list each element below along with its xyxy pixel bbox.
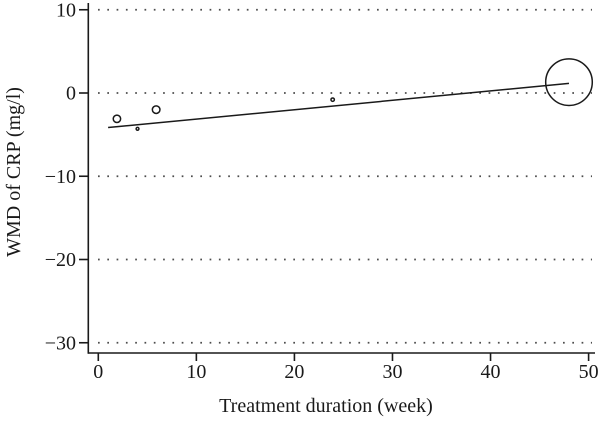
- x-tick-label: 40: [481, 361, 501, 383]
- axes-layer: 10 0 −10 −20 −30 0 10 20 30 40 50: [45, 0, 599, 383]
- data-layer: [108, 58, 594, 131]
- x-tick-label: 10: [186, 361, 206, 383]
- bubble-point: [135, 126, 140, 131]
- y-axis-title: WMD of CRP (mg/l): [3, 87, 25, 257]
- bubble-point: [330, 97, 336, 103]
- x-axis-title: Treatment duration (week): [219, 395, 433, 417]
- bubble-point: [151, 105, 161, 115]
- bubble-point: [544, 58, 594, 107]
- x-tick-label: 30: [382, 361, 402, 383]
- y-tick-label: −10: [45, 166, 76, 188]
- bubble-point: [112, 114, 122, 124]
- y-tick-label: −20: [45, 249, 76, 271]
- y-tick-label: 0: [66, 83, 76, 105]
- x-tick-label: 50: [579, 361, 599, 383]
- gridlines-layer: [98, 8, 592, 344]
- y-tick-label: −30: [45, 332, 76, 354]
- x-tick-label: 0: [93, 361, 103, 383]
- regression-line: [108, 82, 570, 129]
- y-tick-label: 10: [56, 0, 76, 21]
- x-tick-label: 20: [284, 361, 304, 383]
